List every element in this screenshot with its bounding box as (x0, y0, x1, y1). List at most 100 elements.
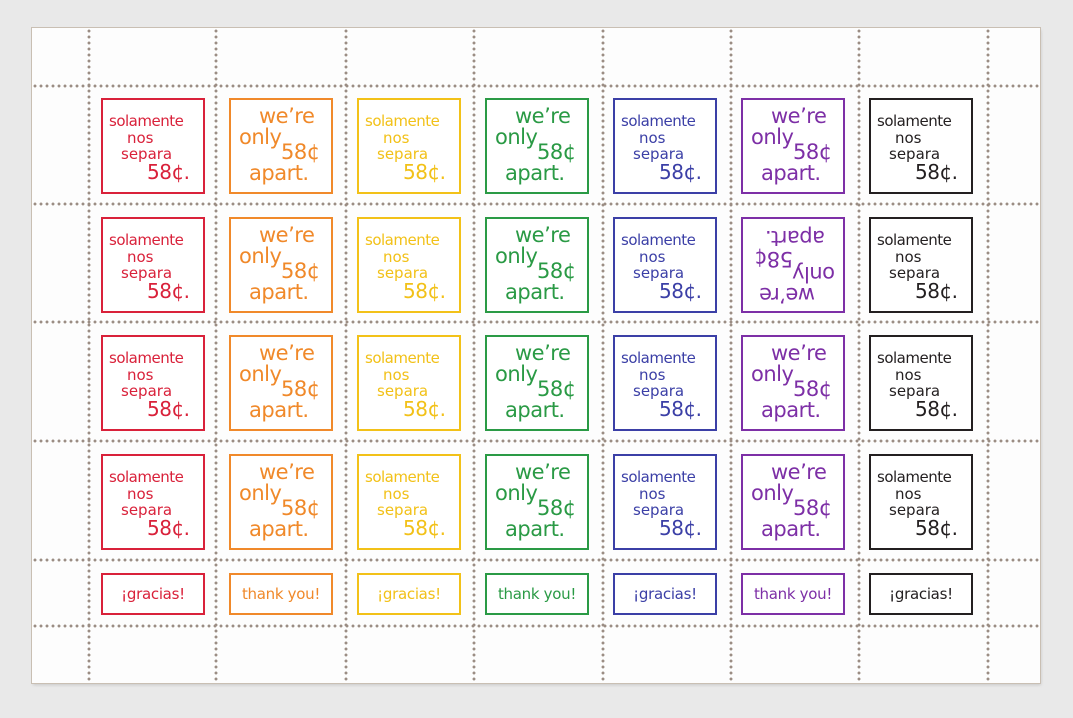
stamp-text: separa (633, 264, 685, 282)
stamp-english: we’re only 58¢ apart. (485, 335, 589, 431)
stamp-text: we’re (259, 341, 315, 365)
stamp-value: 58¢. (403, 279, 446, 303)
stamp-text: we’re (259, 223, 315, 247)
stamp-text: solamente (877, 349, 952, 367)
stamp-spanish: solamente nos separa 58¢. (613, 98, 717, 194)
stamp-text: apart. (765, 226, 825, 250)
stamp-spanish: solamente nos separa 58¢. (869, 335, 973, 431)
stamp-text: separa (121, 501, 173, 519)
stamp-text: apart. (761, 398, 821, 422)
stamp-value: 58¢ (793, 377, 832, 401)
stamp-text: separa (121, 145, 173, 163)
stamp-text: solamente (109, 231, 184, 249)
stamp-text: apart. (249, 517, 309, 541)
stamp-value: 58¢. (659, 160, 702, 184)
stamp-text: nos (895, 129, 922, 147)
stamp-value: 58¢. (147, 516, 190, 540)
stamp-spanish: solamente nos separa 58¢. (357, 454, 461, 550)
stamp-text: only (751, 362, 794, 386)
stamp-value: 58¢ (793, 496, 832, 520)
stamp-text: nos (127, 366, 154, 384)
stamp-value: 58¢. (659, 516, 702, 540)
stamp-value: 58¢ (537, 496, 576, 520)
stamp-text: solamente (877, 112, 952, 130)
stamp-text: only (751, 125, 794, 149)
stamp-spanish: solamente nos separa 58¢. (101, 98, 205, 194)
stamp-value: 58¢. (403, 516, 446, 540)
stamp-english: we’re only 58¢ apart. (229, 454, 333, 550)
stamp-text: nos (383, 129, 410, 147)
perforation-vertical (729, 28, 733, 683)
stamp-text: separa (889, 264, 941, 282)
stamp-text: separa (889, 145, 941, 163)
perforation-vertical (344, 28, 348, 683)
stamp-value: 58¢. (403, 397, 446, 421)
stamp-text: only (239, 244, 282, 268)
stamp-value: 58¢ (281, 140, 320, 164)
stamp-text: solamente (109, 349, 184, 367)
stamp-spanish: solamente nos separa 58¢. (613, 335, 717, 431)
perforation-vertical (857, 28, 861, 683)
stamp-value: 58¢. (915, 279, 958, 303)
stamp-value: 58¢ (754, 247, 793, 271)
stamp-english: we’re only 58¢ apart. (741, 335, 845, 431)
stamp-text: separa (121, 382, 173, 400)
stamp-text: only (495, 362, 538, 386)
thank-you-label: ¡gracias! (357, 573, 461, 615)
perforation-vertical (601, 28, 605, 683)
stamp-text: nos (639, 366, 666, 384)
stamp-english: we’re only 58¢ apart. (485, 217, 589, 313)
thank-you-label: thank you! (229, 573, 333, 615)
stamp-spanish: solamente nos separa 58¢. (357, 98, 461, 194)
stamp-text: we’re (259, 104, 315, 128)
stamp-text: nos (895, 366, 922, 384)
stamp-value: 58¢ (281, 259, 320, 283)
stamp-text: only (792, 262, 835, 286)
stamp-value: 58¢. (915, 160, 958, 184)
thank-you-label: thank you! (485, 573, 589, 615)
thank-you-label: thank you! (741, 573, 845, 615)
stamp-english: we’re only 58¢ apart. (229, 98, 333, 194)
stamp-text: nos (127, 129, 154, 147)
stamp-english: we’re only 58¢ apart. (741, 454, 845, 550)
stamp-value: 58¢ (537, 140, 576, 164)
stamp-text: separa (377, 145, 429, 163)
perforation-vertical (472, 28, 476, 683)
stamp-text: apart. (249, 398, 309, 422)
stamp-text: separa (121, 264, 173, 282)
stamp-value: 58¢. (915, 516, 958, 540)
stamp-value: 58¢. (659, 397, 702, 421)
stamp-spanish: solamente nos separa 58¢. (357, 335, 461, 431)
stamp-text: nos (383, 366, 410, 384)
stamp-text: solamente (109, 112, 184, 130)
stamp-text: we’re (771, 341, 827, 365)
stamp-text: nos (383, 248, 410, 266)
stamp-text: nos (127, 485, 154, 503)
stamp-text: we’re (771, 104, 827, 128)
perforation-horizontal (32, 558, 1040, 562)
stamp-value: 58¢ (537, 377, 576, 401)
stamp-english: we’re only 58¢ apart. (485, 454, 589, 550)
stamp-text: nos (383, 485, 410, 503)
stamp-text: solamente (109, 468, 184, 486)
stamp-text: only (495, 125, 538, 149)
stamp-text: solamente (621, 349, 696, 367)
perforation-vertical (87, 28, 91, 683)
perforation-horizontal (32, 439, 1040, 443)
stamp-text: we’re (259, 460, 315, 484)
stamp-text: apart. (249, 280, 309, 304)
stamp-text: separa (377, 382, 429, 400)
stamp-text: we’re (515, 341, 571, 365)
stamp-value: 58¢ (281, 496, 320, 520)
stamp-value: 58¢ (793, 140, 832, 164)
stamp-english: we’re only 58¢ apart. (229, 217, 333, 313)
stamp-spanish: solamente nos separa 58¢. (613, 217, 717, 313)
stamp-spanish: solamente nos separa 58¢. (869, 98, 973, 194)
stamp-text: apart. (505, 161, 565, 185)
perforation-horizontal (32, 84, 1040, 88)
stamp-text: separa (633, 145, 685, 163)
stamp-text: only (239, 481, 282, 505)
stamp-spanish: solamente nos separa 58¢. (869, 217, 973, 313)
stamp-text: separa (377, 264, 429, 282)
stamp-english: we’re only 58¢ apart. (485, 98, 589, 194)
